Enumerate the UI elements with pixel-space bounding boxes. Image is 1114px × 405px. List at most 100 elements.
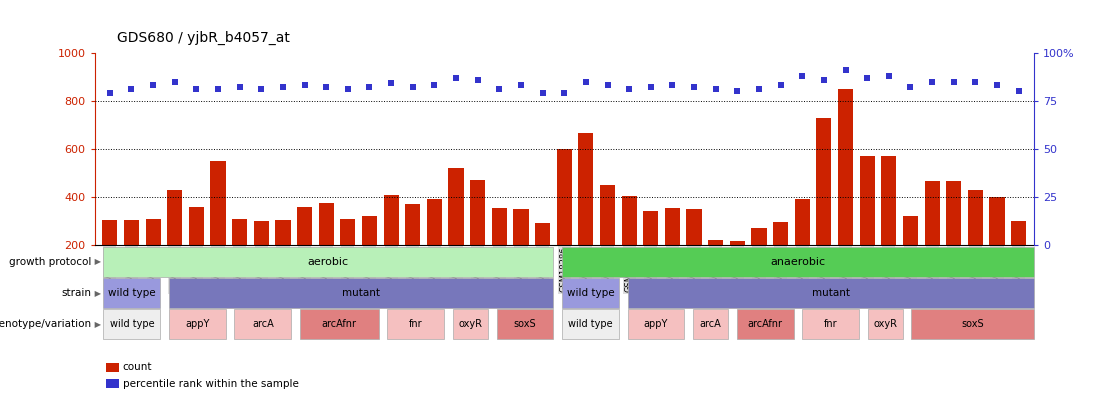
Bar <box>709 240 723 293</box>
Bar <box>643 211 658 293</box>
Text: oxyR: oxyR <box>458 319 482 329</box>
Bar <box>297 207 312 293</box>
Point <box>945 78 962 85</box>
Bar <box>817 117 831 293</box>
Point <box>404 84 422 90</box>
Bar <box>1012 221 1026 293</box>
Bar <box>491 208 507 293</box>
Point <box>706 86 724 92</box>
Text: wild type: wild type <box>568 319 613 329</box>
Point <box>490 86 508 92</box>
Bar <box>925 181 940 293</box>
Bar <box>383 195 399 293</box>
Bar <box>686 209 702 293</box>
Point <box>426 82 443 89</box>
Point <box>664 82 682 89</box>
Bar <box>622 196 637 293</box>
Point <box>1009 88 1027 94</box>
Bar <box>752 228 766 293</box>
Bar <box>319 203 334 293</box>
Point <box>858 75 876 81</box>
Bar <box>600 185 615 293</box>
Bar <box>794 199 810 293</box>
Bar <box>470 180 486 293</box>
Text: soxS: soxS <box>961 319 984 329</box>
Point <box>187 86 205 92</box>
Text: arcAfnr: arcAfnr <box>322 319 356 329</box>
Bar <box>730 241 745 293</box>
Point <box>534 90 551 96</box>
Bar <box>968 190 983 293</box>
Point <box>123 86 140 92</box>
Point <box>101 90 119 96</box>
Point <box>750 86 768 92</box>
Point <box>729 88 746 94</box>
Text: wild type: wild type <box>108 288 156 298</box>
Bar <box>124 220 139 293</box>
Bar <box>102 220 117 293</box>
Point <box>555 90 573 96</box>
Text: appY: appY <box>644 319 668 329</box>
Text: fnr: fnr <box>409 319 422 329</box>
Point <box>685 84 703 90</box>
Text: count: count <box>123 362 152 372</box>
Text: fnr: fnr <box>824 319 838 329</box>
Point <box>166 78 184 85</box>
Point <box>512 82 530 89</box>
Bar <box>860 156 874 293</box>
Point <box>577 78 595 85</box>
Bar <box>232 219 247 293</box>
Text: ▶: ▶ <box>92 288 101 298</box>
Text: appY: appY <box>185 319 209 329</box>
Text: arcA: arcA <box>252 319 274 329</box>
Text: ▶: ▶ <box>92 257 101 266</box>
Point <box>598 82 616 89</box>
Bar <box>514 209 528 293</box>
Point <box>447 75 465 81</box>
Point <box>772 82 790 89</box>
Bar <box>275 220 291 293</box>
Text: mutant: mutant <box>812 288 850 298</box>
Point <box>317 84 335 90</box>
Text: oxyR: oxyR <box>873 319 897 329</box>
Point <box>967 78 985 85</box>
Text: wild type: wild type <box>567 288 614 298</box>
Point <box>361 84 379 90</box>
Text: soxS: soxS <box>514 319 536 329</box>
Bar <box>405 204 420 293</box>
Bar <box>535 224 550 293</box>
Bar <box>340 219 355 293</box>
Bar <box>578 133 594 293</box>
Point <box>642 84 659 90</box>
Text: aerobic: aerobic <box>307 257 349 267</box>
Text: percentile rank within the sample: percentile rank within the sample <box>123 379 299 388</box>
Bar <box>167 190 183 293</box>
Point <box>924 78 941 85</box>
Bar <box>881 156 897 293</box>
Bar <box>362 216 377 293</box>
Bar <box>838 89 853 293</box>
Text: strain: strain <box>61 288 91 298</box>
Point <box>231 84 248 90</box>
Bar <box>902 216 918 293</box>
Point <box>901 84 919 90</box>
Bar <box>989 197 1005 293</box>
Point <box>144 82 162 89</box>
Point <box>988 82 1006 89</box>
Point <box>793 72 811 79</box>
Bar <box>427 199 442 293</box>
Bar <box>557 149 571 293</box>
Bar <box>665 208 680 293</box>
Point <box>382 80 400 87</box>
Point <box>469 76 487 83</box>
Bar <box>146 219 160 293</box>
Bar <box>449 168 463 293</box>
Bar <box>211 161 226 293</box>
Point <box>295 82 313 89</box>
Bar <box>254 221 268 293</box>
Text: wild type: wild type <box>109 319 154 329</box>
Point <box>339 86 356 92</box>
Text: growth protocol: growth protocol <box>9 257 91 267</box>
Point <box>209 86 227 92</box>
Bar <box>773 222 789 293</box>
